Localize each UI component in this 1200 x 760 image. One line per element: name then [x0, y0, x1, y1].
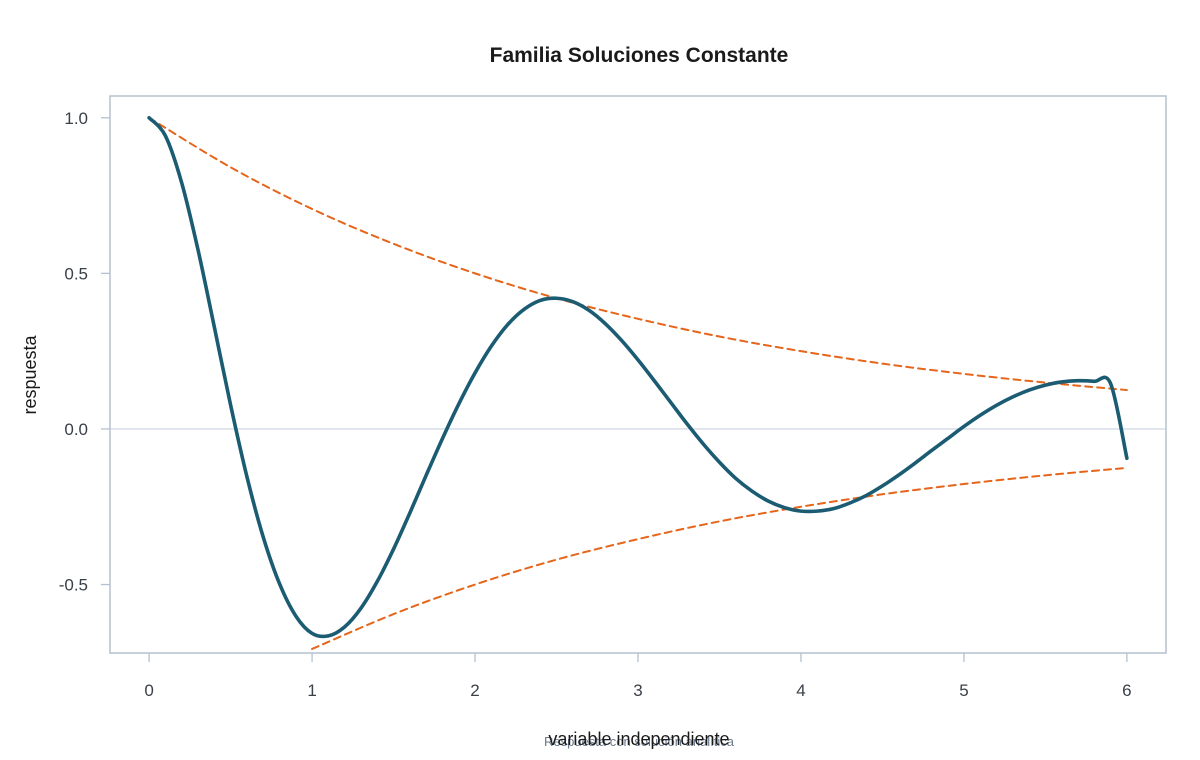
x-tick-label: 0 [144, 681, 153, 700]
x-tick-label: 1 [307, 681, 316, 700]
y-tick-label: 0.0 [64, 420, 88, 439]
plot-area [109, 95, 1167, 654]
chart-caption: Respuesta con solución analítica [544, 734, 735, 749]
chart-title: Familia Soluciones Constante [490, 44, 789, 67]
y-tick-label: 0.5 [64, 264, 88, 283]
series-upper-envelope [148, 116, 1128, 392]
x-axis-label: variable independiente [548, 729, 729, 749]
x-tick-label: 2 [470, 681, 479, 700]
x-tick-label: 6 [1122, 681, 1131, 700]
plot-frame [109, 95, 1167, 654]
y-tick-label: 1.0 [64, 109, 88, 128]
y-tick-label: -0.5 [59, 576, 88, 595]
series-response [147, 115, 1129, 639]
x-tick-label: 5 [959, 681, 968, 700]
x-tick-label: 3 [633, 681, 642, 700]
y-axis-label: respuesta [20, 334, 40, 414]
x-axis: 0 1 2 3 4 5 6 [144, 653, 1132, 700]
series-lower-envelope [311, 466, 1128, 650]
y-axis: 1.0 0.5 0.0 -0.5 [59, 109, 110, 595]
x-tick-label: 4 [796, 681, 805, 700]
